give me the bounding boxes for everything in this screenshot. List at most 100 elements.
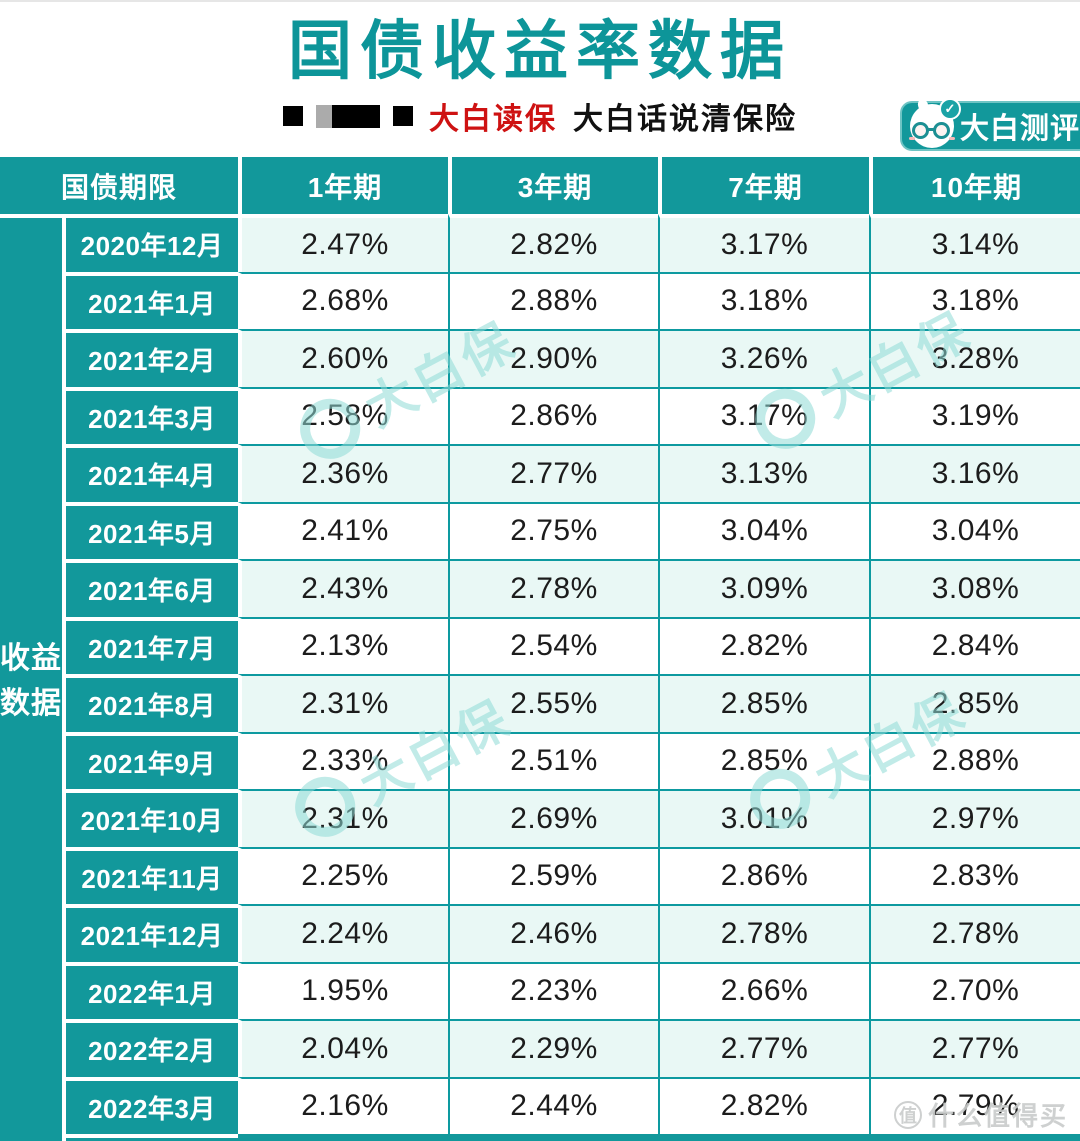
brand-name-red: 大白读保 [429,103,557,137]
yield-value-1y: 2.31% [238,674,448,732]
row-month-label: 2021年5月 [66,501,238,559]
yield-value-10y: 2.97% [869,789,1080,847]
redacted-block [393,106,413,127]
row-month-label: 2021年3月 [66,386,238,444]
column-header-1y: 1年期 [238,157,448,214]
yield-value-7y: 2.85% [658,731,869,789]
yield-value-3y: 2.90% [448,329,658,387]
yield-value-3y: 2.51% [448,731,658,789]
brand-tagline: 大白话说清保险 [573,103,797,137]
yield-value-1y: 2.36% [238,444,448,502]
yield-value-10y: 2.77% [869,1019,1080,1077]
yield-value-3y: 2.44% [448,1076,658,1134]
yield-value-3y: 2.88% [448,271,658,329]
yield-value-7y: 3.18% [658,271,869,329]
yield-value-1y: 2.16% [238,1076,448,1134]
table-bottom-edge [66,1134,238,1141]
yield-value-7y: 2.86% [658,846,869,904]
yield-value-3y: 2.54% [448,616,658,674]
yield-value-7y: 3.04% [658,501,869,559]
yield-value-1y: 2.33% [238,731,448,789]
redacted-text [283,104,413,128]
yield-value-1y: 2.60% [238,329,448,387]
yield-value-1y: 2.13% [238,616,448,674]
yield-value-1y: 2.68% [238,271,448,329]
yield-value-3y: 2.55% [448,674,658,732]
row-month-label: 2021年8月 [66,674,238,732]
row-month-label: 2021年6月 [66,559,238,617]
table-bottom-edge [238,1134,448,1141]
table-bottom-edge [869,1134,1080,1141]
yield-value-1y: 1.95% [238,961,448,1019]
yield-value-3y: 2.29% [448,1019,658,1077]
redacted-block [283,106,303,127]
subtitle-row: 大白读保 大白话说清保险 [0,96,1080,136]
yield-value-7y: 3.13% [658,444,869,502]
yield-value-3y: 2.82% [448,214,658,272]
yield-value-10y: 2.78% [869,904,1080,962]
table-bottom-edge [448,1134,658,1141]
row-month-label: 2021年2月 [66,329,238,387]
yield-value-7y: 2.82% [658,1076,869,1134]
row-group-label: 收益数据 [0,641,62,720]
yield-value-7y: 3.01% [658,789,869,847]
table-bottom-edge [658,1134,869,1141]
yield-value-10y: 3.28% [869,329,1080,387]
yield-value-10y: 2.85% [869,674,1080,732]
checkmark-icon: ✓ [939,98,961,120]
yield-value-1y: 2.25% [238,846,448,904]
yield-value-10y: 2.83% [869,846,1080,904]
yield-value-10y: 2.70% [869,961,1080,1019]
row-month-label: 2022年3月 [66,1076,238,1134]
row-group-cell: 收益数据 [0,214,66,1141]
yield-value-7y: 3.17% [658,386,869,444]
yield-value-3y: 2.59% [448,846,658,904]
yield-value-3y: 2.86% [448,386,658,444]
yield-value-7y: 2.82% [658,616,869,674]
yield-value-10y: 2.84% [869,616,1080,674]
row-month-label: 2021年11月 [66,846,238,904]
yield-value-10y: 3.18% [869,271,1080,329]
yield-value-7y: 2.78% [658,904,869,962]
yield-value-1y: 2.31% [238,789,448,847]
yield-value-7y: 2.77% [658,1019,869,1077]
row-month-label: 2021年1月 [66,271,238,329]
yield-value-7y: 3.26% [658,329,869,387]
yield-value-3y: 2.77% [448,444,658,502]
bond-yield-table: 国债期限 1年期 3年期 7年期 10年期 收益数据 2020年12月 2.47… [0,157,1080,1141]
yield-value-7y: 3.17% [658,214,869,272]
row-month-label: 2021年9月 [66,731,238,789]
yield-value-3y: 2.75% [448,501,658,559]
badge-label: 大白测评 [960,113,1080,145]
brand-badge: ✓ 大白测评 [900,97,1080,151]
yield-value-1y: 2.41% [238,501,448,559]
column-header-3y: 3年期 [448,157,658,214]
corner-header: 国债期限 [0,157,238,214]
yield-value-10y: 3.04% [869,501,1080,559]
column-header-10y: 10年期 [869,157,1080,214]
mascot-face-icon: ✓ [909,97,961,148]
yield-value-10y: 3.16% [869,444,1080,502]
yield-value-10y: 2.79% [869,1076,1080,1134]
yield-value-7y: 3.09% [658,559,869,617]
yield-value-10y: 3.14% [869,214,1080,272]
yield-value-10y: 2.88% [869,731,1080,789]
redacted-block [316,104,380,128]
yield-value-10y: 3.08% [869,559,1080,617]
yield-value-1y: 2.04% [238,1019,448,1077]
row-month-label: 2022年2月 [66,1019,238,1077]
column-header-7y: 7年期 [658,157,869,214]
row-month-label: 2021年7月 [66,616,238,674]
row-month-label: 2022年1月 [66,961,238,1019]
yield-value-1y: 2.47% [238,214,448,272]
row-month-label: 2021年4月 [66,444,238,502]
yield-value-3y: 2.46% [448,904,658,962]
row-month-label: 2021年10月 [66,789,238,847]
yield-value-3y: 2.78% [448,559,658,617]
yield-value-7y: 2.66% [658,961,869,1019]
yield-value-10y: 3.19% [869,386,1080,444]
page-title: 国债收益率数据 [288,15,792,87]
yield-value-1y: 2.43% [238,559,448,617]
yield-value-3y: 2.69% [448,789,658,847]
